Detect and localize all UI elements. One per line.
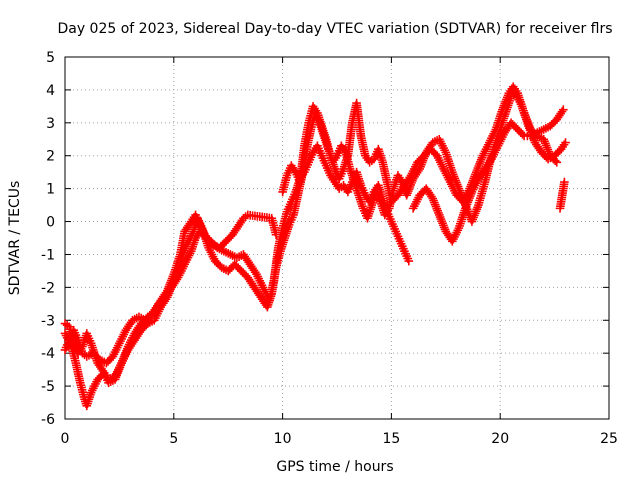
x-tick-label: 25 [600,431,618,447]
track-b-marker [232,261,241,271]
track-b-marker [235,264,244,274]
track-b-point [236,266,246,276]
track-a-marker [518,130,527,139]
track-b-marker [238,268,248,277]
chart-title: Day 025 of 2023, Sidereal Day-to-day VTE… [57,21,612,37]
y-tick-label: 0 [46,215,55,231]
y-tick-label: -5 [41,379,55,395]
track-c-point [221,236,231,246]
track-c-marker [220,238,229,248]
y-tick-label: 2 [46,149,55,165]
track-b-point [561,138,570,147]
x-axis-label: GPS time / hours [276,459,393,475]
x-tick-label: 15 [382,431,400,447]
x-tick-label: 5 [169,431,178,447]
y-tick-label: -6 [41,412,55,428]
y-tick-label: -2 [41,280,55,296]
track-a-marker [510,121,519,131]
track-c-marker [224,233,234,243]
y-tick-label: -1 [41,247,55,263]
x-tick-label: 10 [274,431,292,447]
y-tick-label: 3 [46,116,55,132]
track-a-marker [516,128,526,137]
track-c-point [271,230,281,240]
track-b-marker [214,260,223,269]
y-tick-label: 1 [46,182,55,198]
track-b-marker [225,264,235,274]
y-tick-label: -3 [41,313,55,329]
track-b-marker [233,263,243,272]
tail-point [560,177,569,187]
x-tick-label: 0 [61,431,70,447]
track-c-point [552,158,562,167]
track-a-point [513,125,522,134]
x-tick-labels: 0 5 10 15 20 25 [61,431,618,447]
y-tick-label: 5 [46,50,55,66]
track-a-marker [549,118,558,128]
axis-ticks [64,56,610,420]
track-a-point [559,105,568,114]
track-c-marker [223,235,232,244]
track-b-marker [553,148,563,157]
y-axis-label: SDTVAR / TECUs [7,181,23,296]
track-b-marker [240,269,249,279]
track-a-marker [103,357,113,366]
x-tick-label: 20 [491,431,509,447]
y-tick-labels: -6 -5 -4 -3 -2 -1 0 1 2 3 4 5 [41,50,55,428]
plot-frame [64,56,610,420]
y-tick-label: 4 [46,83,55,99]
y-tick-label: -4 [41,346,55,362]
track-a-point [404,256,414,266]
track-a-marker [514,126,524,136]
data-markers [60,82,570,411]
